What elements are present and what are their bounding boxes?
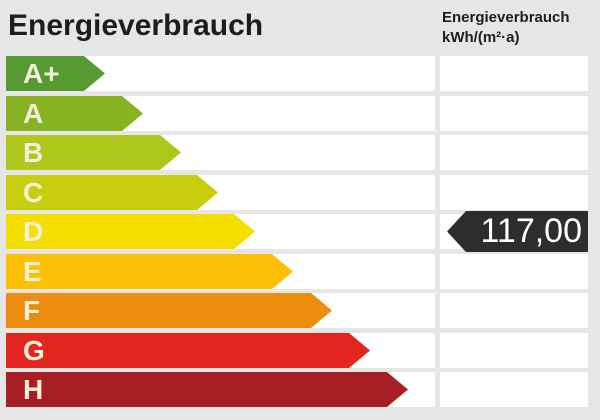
grade-arrow-g: G [6, 333, 370, 368]
grade-arrow-c: C [6, 175, 218, 210]
value-column-cell-c [440, 175, 588, 210]
grade-label-e: E [23, 256, 42, 287]
grade-arrow-a: A [6, 96, 143, 131]
page-title: Energieverbrauch [8, 9, 264, 42]
value-column-cell-a-plus [440, 56, 588, 91]
grade-arrow-d: D [6, 214, 255, 249]
grade-arrow-b: B [6, 135, 181, 170]
grade-arrow-h: H [6, 372, 408, 407]
grade-arrow-f: F [6, 293, 332, 328]
value-text: 117,00 [480, 212, 582, 250]
grade-arrow-a-plus: A+ [6, 56, 105, 91]
grade-label-h: H [23, 374, 44, 405]
value-column-cell-h [440, 372, 588, 407]
grade-label-a: A [23, 98, 44, 129]
grade-label-f: F [23, 295, 41, 326]
value-column-cell-b [440, 135, 588, 170]
unit-header: Energieverbrauch kWh/(m²·a) [442, 8, 592, 48]
grade-label-b: B [23, 137, 44, 168]
unit-header-line2: kWh/(m²·a) [442, 29, 520, 46]
grade-arrow-e: E [6, 254, 293, 289]
unit-header-line1: Energieverbrauch [442, 9, 570, 26]
grade-label-g: G [23, 335, 45, 366]
value-column-cell-f [440, 293, 588, 328]
value-column-cell-e [440, 254, 588, 289]
grade-label-a-plus: A+ [23, 58, 60, 89]
value-column-cell-g [440, 333, 588, 368]
value-tag: 117,00 [447, 211, 588, 252]
grade-label-c: C [23, 177, 44, 208]
grade-label-d: D [23, 216, 44, 247]
value-column-cell-a [440, 96, 588, 131]
